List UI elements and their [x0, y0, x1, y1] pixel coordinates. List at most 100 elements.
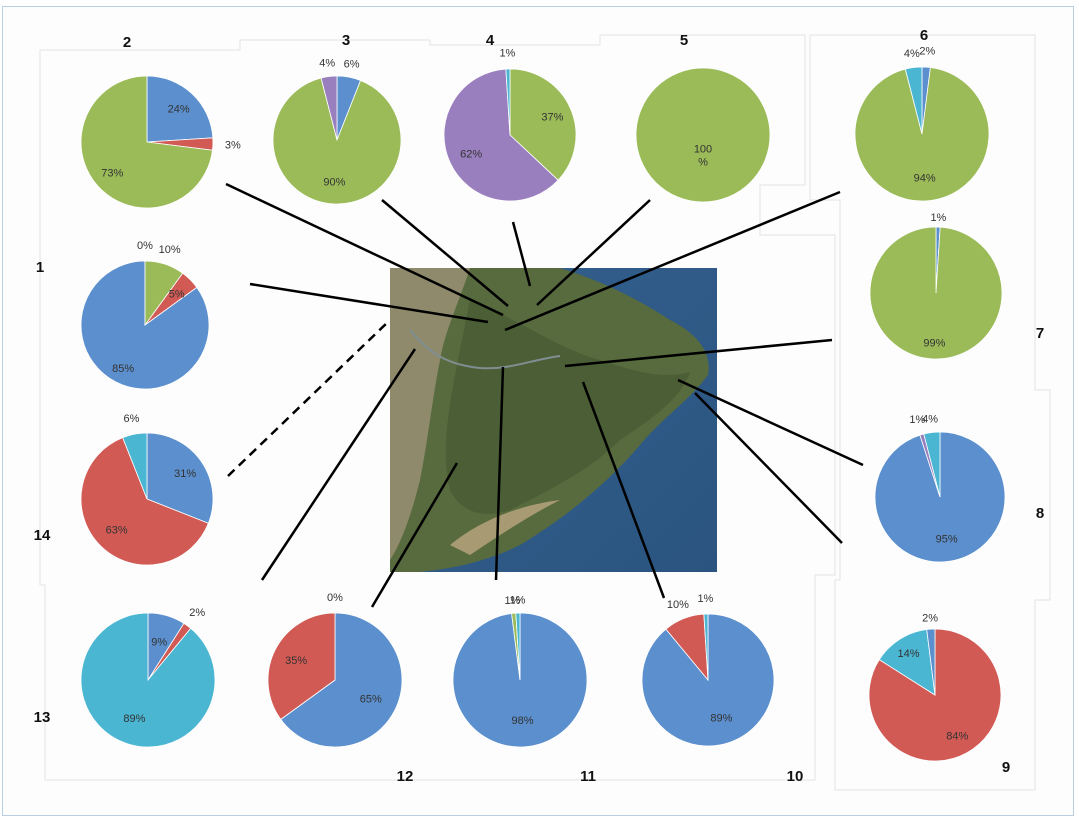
leader-line-13 — [260, 348, 417, 581]
pie-9-label-1: 84% — [946, 731, 968, 743]
site-number-12: 12 — [397, 768, 414, 785]
pie-2-label-1: 24% — [168, 103, 190, 115]
site-number-7: 7 — [1036, 325, 1044, 342]
pie-3-label-2: 90% — [323, 177, 345, 189]
land-west-arid — [390, 268, 470, 560]
pie-8-slice-3 — [923, 431, 941, 498]
pie-chart-10 — [641, 613, 775, 747]
pie-12-label-1: 65% — [360, 693, 382, 705]
site-number-11: 11 — [580, 768, 596, 785]
leader-line-1 — [249, 282, 489, 324]
pie-10-label-3: 1% — [697, 593, 713, 605]
pie-9-slice-2 — [878, 629, 936, 696]
pie-13-label-3: 89% — [123, 713, 145, 725]
pie-11-label-3: 1% — [510, 595, 526, 607]
spit-peninsula — [450, 500, 560, 555]
pie-2-label-3: 73% — [101, 168, 123, 180]
leader-line-9 — [694, 392, 843, 544]
pie-6-slice-2 — [854, 67, 990, 202]
pie-7-label-1: 1% — [930, 212, 946, 224]
pie-8-label-3: 4% — [922, 413, 938, 425]
pie-chart-11 — [452, 612, 588, 748]
pie-6-slice-3 — [904, 66, 923, 135]
pie-charts — [80, 66, 1006, 762]
pie-chart-4 — [443, 68, 577, 202]
pie-chart-8 — [874, 431, 1006, 563]
site-number-14: 14 — [34, 527, 51, 544]
pie-4-slice-1 — [509, 68, 577, 181]
pie-14-label-2: 63% — [106, 524, 128, 536]
pie-chart-1 — [80, 260, 210, 390]
site-number-3: 3 — [342, 32, 350, 49]
pie-6-label-1: 2% — [919, 45, 935, 57]
pie-11-label-1: 98% — [511, 715, 533, 727]
pie-8-label-2: 1% — [909, 414, 925, 426]
pie-9-label-2: 14% — [897, 648, 919, 660]
pie-9-slice-3 — [926, 628, 936, 696]
satellite-map — [390, 268, 717, 572]
leader-line-7 — [564, 338, 833, 368]
site-number-8: 8 — [1036, 505, 1044, 522]
pie-chart-12 — [267, 612, 403, 748]
pie-3-slice-2 — [272, 77, 402, 205]
pie-11-slice-3 — [515, 612, 521, 681]
pie-1-label-3: 10% — [159, 244, 181, 256]
pie-12-label-3: 0% — [327, 592, 343, 604]
pie-5-label-1: 100% — [694, 144, 712, 169]
pie-11-label-2: 1% — [504, 595, 520, 607]
pie-1-slice-3 — [144, 260, 184, 327]
pie-8-slice-1 — [874, 431, 1006, 563]
pie-8-label-1: 95% — [936, 534, 958, 546]
pie-12-slice-1 — [280, 612, 403, 748]
pie-9-label-3: 2% — [922, 612, 938, 624]
pie-4-label-3: 1% — [499, 48, 515, 60]
site-number-4: 4 — [486, 32, 495, 49]
pie-14-slice-3 — [122, 432, 148, 500]
pie-6-label-3: 4% — [904, 48, 920, 60]
site-number-9: 9 — [1002, 759, 1010, 776]
pie-4-label-1: 37% — [541, 112, 563, 124]
pie-14-slice-1 — [146, 432, 214, 524]
site-number-6: 6 — [920, 27, 928, 44]
pie-chart-2 — [80, 75, 214, 209]
leader-line-10 — [581, 381, 666, 599]
site-number-13: 13 — [34, 709, 51, 726]
pie-13-label-1: 9% — [151, 636, 167, 648]
pie-14-label-3: 6% — [124, 413, 140, 425]
pie-10-slice-3 — [703, 613, 709, 681]
pie-13-slice-3 — [80, 612, 216, 748]
pie-chart-7 — [869, 226, 1003, 360]
pie-4-slice-3 — [505, 68, 511, 136]
pie-1-label-2: 5% — [169, 288, 185, 300]
pie-1-slice-1 — [80, 260, 210, 390]
site-number-2: 2 — [123, 34, 131, 51]
pie-7-label-2: 99% — [923, 338, 945, 350]
pie-2-slice-3 — [80, 75, 213, 209]
land-inland-green — [445, 300, 690, 514]
pie-14-label-1: 31% — [174, 468, 196, 480]
pie-6-label-2: 94% — [914, 173, 936, 185]
pie-chart-5 — [635, 67, 771, 203]
pie-1-label-1: 85% — [112, 363, 134, 375]
pie-chart-13 — [80, 612, 216, 748]
pie-chart-3 — [272, 75, 402, 205]
pie-7-slice-2 — [869, 226, 1003, 360]
pie-2-slice-1 — [146, 75, 214, 143]
site-number-5: 5 — [680, 32, 688, 49]
pie-4-slice-2 — [443, 68, 559, 202]
site-number-10: 10 — [787, 768, 804, 785]
leader-line-14 — [227, 319, 391, 477]
site-number-1: 1 — [36, 259, 44, 276]
leader-line-12 — [370, 462, 459, 608]
leader-line-3 — [381, 199, 509, 307]
pie-5-slice-1 — [635, 67, 771, 203]
pie-10-label-1: 89% — [710, 712, 732, 724]
leader-line-8 — [677, 378, 864, 467]
leader-line-4 — [511, 221, 532, 287]
pie-13-label-2: 2% — [189, 607, 205, 619]
pie-1-label-4: 0% — [137, 240, 153, 252]
pie-12-slice-2 — [267, 612, 336, 720]
pie-3-slice-3 — [320, 75, 338, 141]
panel-outlines — [39, 34, 1051, 791]
